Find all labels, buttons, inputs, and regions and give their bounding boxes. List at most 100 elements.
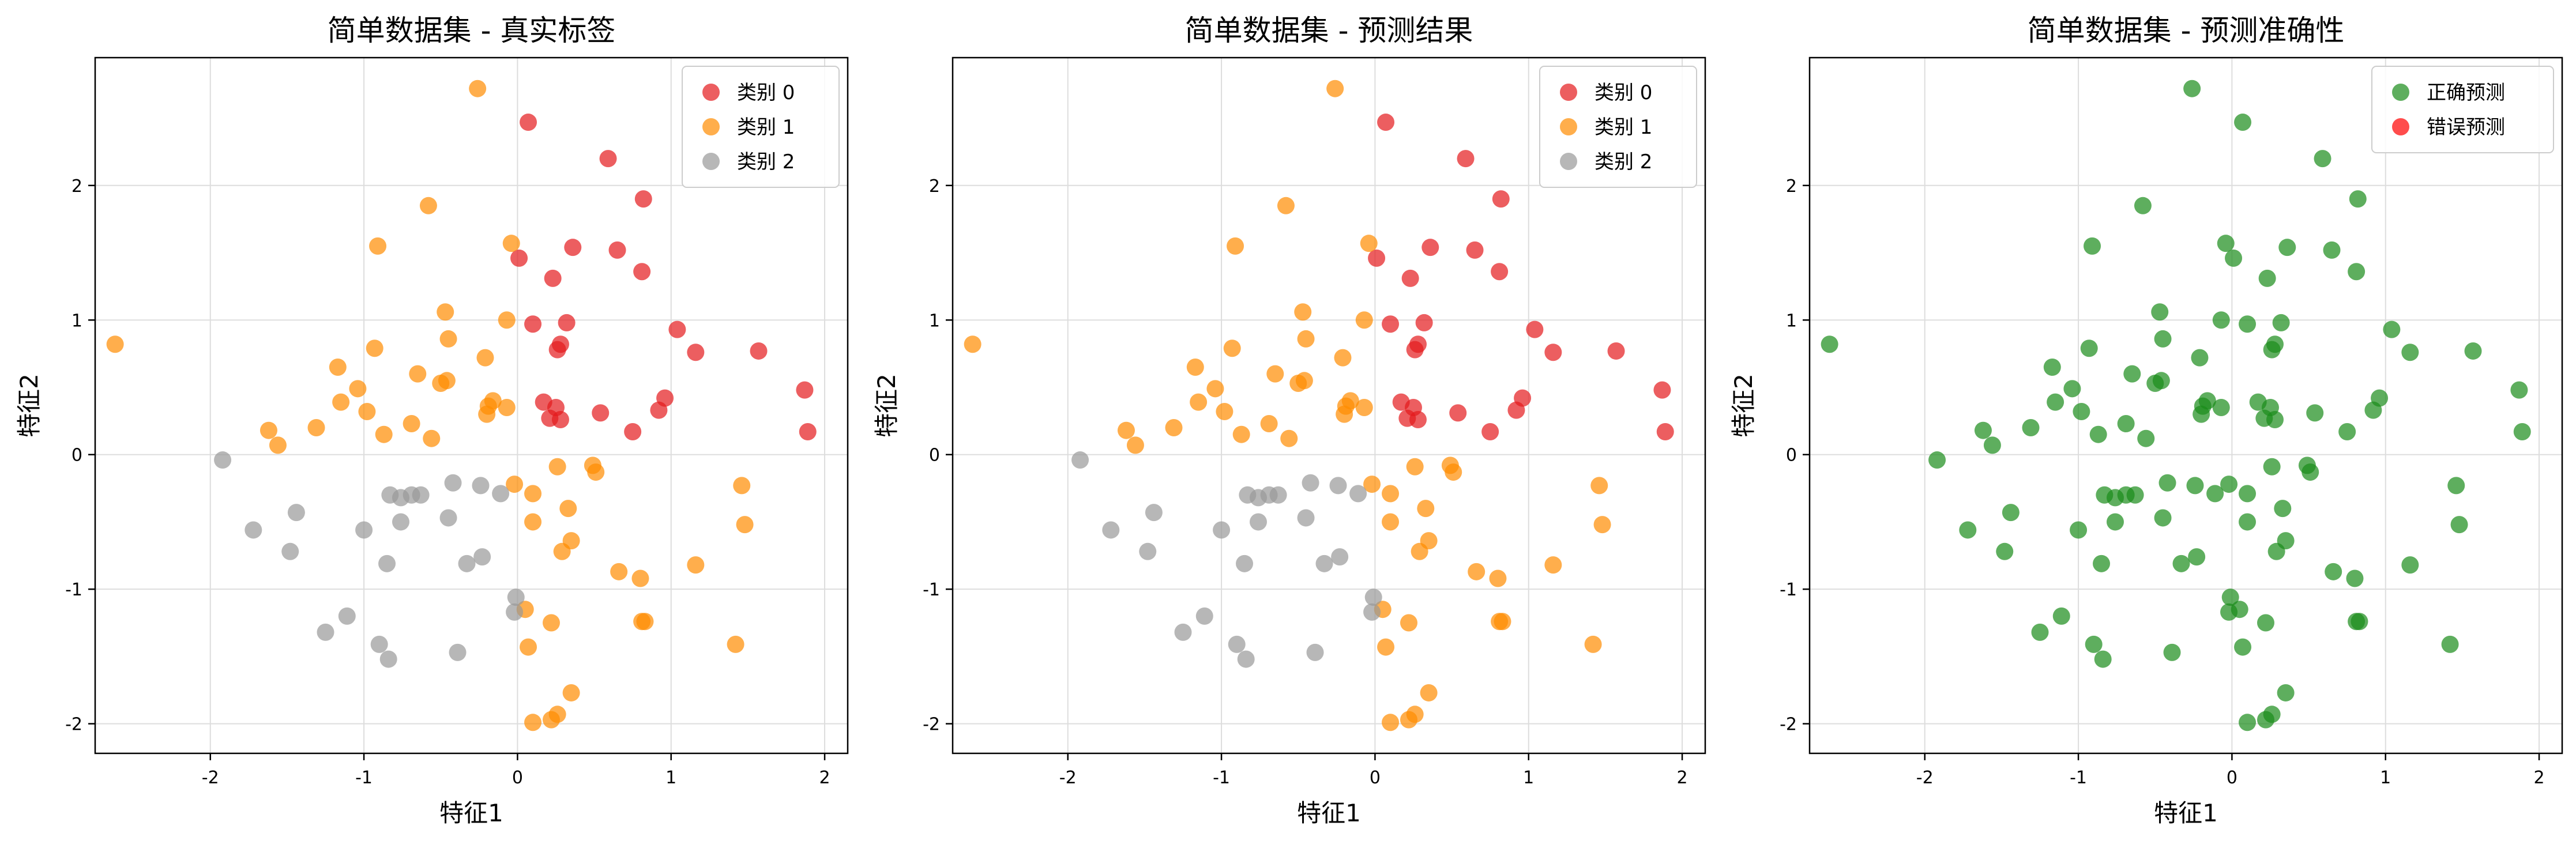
- data-point: [2302, 463, 2319, 481]
- legend-marker: [702, 84, 720, 101]
- data-point: [542, 614, 560, 632]
- axes-frame: [94, 56, 849, 755]
- data-point: [2093, 554, 2111, 572]
- legend: 类别 0 类别 1 类别 2: [682, 66, 840, 188]
- data-point: [727, 635, 744, 653]
- data-point: [473, 548, 491, 566]
- x-tick-label: 0: [1370, 768, 1381, 788]
- data-point: [733, 477, 751, 495]
- data-point: [520, 114, 537, 131]
- data-point: [2031, 623, 2049, 641]
- data-point: [2239, 714, 2257, 731]
- data-point: [2151, 303, 2169, 321]
- data-point: [2198, 392, 2216, 410]
- data-point: [1206, 380, 1224, 398]
- data-point: [2278, 239, 2296, 256]
- x-tick-label: -1: [2070, 768, 2087, 788]
- data-point: [2234, 638, 2252, 656]
- data-point: [799, 423, 817, 441]
- data-point: [2123, 365, 2141, 383]
- data-point: [1421, 239, 1439, 256]
- data-point: [1302, 474, 1319, 492]
- data-point: [2266, 411, 2284, 429]
- data-point: [1983, 436, 2001, 454]
- data-point: [281, 542, 299, 560]
- data-point: [1420, 684, 1438, 701]
- data-point: [332, 393, 350, 411]
- data-point: [2325, 563, 2342, 580]
- data-point: [548, 341, 566, 359]
- data-point: [1363, 476, 1381, 493]
- data-point: [2221, 589, 2239, 606]
- data-point: [750, 342, 768, 360]
- y-tick-label: 2: [929, 176, 940, 197]
- data-point: [2220, 603, 2238, 621]
- data-point: [2212, 399, 2230, 417]
- x-tick-label: -1: [1213, 768, 1230, 788]
- data-point: [355, 521, 373, 539]
- data-point: [1213, 521, 1231, 539]
- series-1: [510, 114, 817, 441]
- series-2: [106, 80, 754, 731]
- data-point: [1355, 311, 1373, 329]
- data-point: [2239, 315, 2257, 333]
- data-point: [458, 554, 476, 572]
- data-point: [1382, 513, 1400, 531]
- data-point: [287, 504, 305, 522]
- data-point: [1406, 458, 1424, 476]
- data-point: [269, 436, 287, 454]
- x-tick-label: 2: [2534, 768, 2545, 788]
- data-point: [736, 516, 754, 534]
- data-point: [1377, 114, 1395, 131]
- data-point: [650, 401, 668, 419]
- data-point: [449, 643, 467, 661]
- data-point: [2094, 650, 2112, 668]
- data-point: [1400, 711, 1417, 729]
- data-point: [1355, 399, 1373, 417]
- data-point: [1297, 509, 1315, 527]
- data-point: [1341, 392, 1359, 410]
- data-point: [2234, 114, 2252, 131]
- data-point: [2349, 190, 2367, 208]
- data-point: [2126, 486, 2144, 504]
- x-tick-label: 1: [665, 768, 676, 788]
- data-point: [1186, 358, 1204, 376]
- data-point: [524, 315, 542, 333]
- data-point: [370, 635, 388, 653]
- x-tick-label: 1: [1523, 768, 1534, 788]
- data-point: [2158, 474, 2176, 492]
- data-point: [1237, 650, 1255, 668]
- data-point: [1195, 607, 1213, 625]
- data-point: [317, 623, 334, 641]
- data-point: [2163, 643, 2181, 661]
- data-point: [1277, 197, 1295, 214]
- data-point: [349, 380, 367, 398]
- data-point: [2441, 635, 2459, 653]
- y-tick-label: 0: [929, 446, 940, 466]
- y-tick-label: -2: [65, 715, 82, 735]
- data-point: [1489, 569, 1507, 587]
- x-tick-label: 2: [1677, 768, 1688, 788]
- data-point: [636, 613, 654, 631]
- legend-label: 类别 1: [1595, 116, 1652, 139]
- series-3: [1071, 451, 1382, 668]
- y-tick-label: 1: [1786, 311, 1797, 331]
- data-point: [1415, 314, 1433, 331]
- data-point: [2080, 339, 2098, 357]
- data-point: [2257, 711, 2274, 729]
- data-point: [1656, 423, 1674, 441]
- legend-label: 错误预测: [2427, 116, 2505, 139]
- data-point: [1071, 451, 1089, 469]
- data-point: [1653, 381, 1671, 399]
- data-point: [2274, 500, 2292, 518]
- series-3: [214, 451, 525, 668]
- data-point: [2346, 569, 2364, 587]
- data-point: [106, 335, 124, 353]
- y-tick-label: 1: [929, 311, 940, 331]
- data-point: [423, 429, 441, 447]
- data-point: [1102, 521, 1120, 539]
- data-point: [796, 381, 814, 399]
- data-point: [444, 474, 462, 492]
